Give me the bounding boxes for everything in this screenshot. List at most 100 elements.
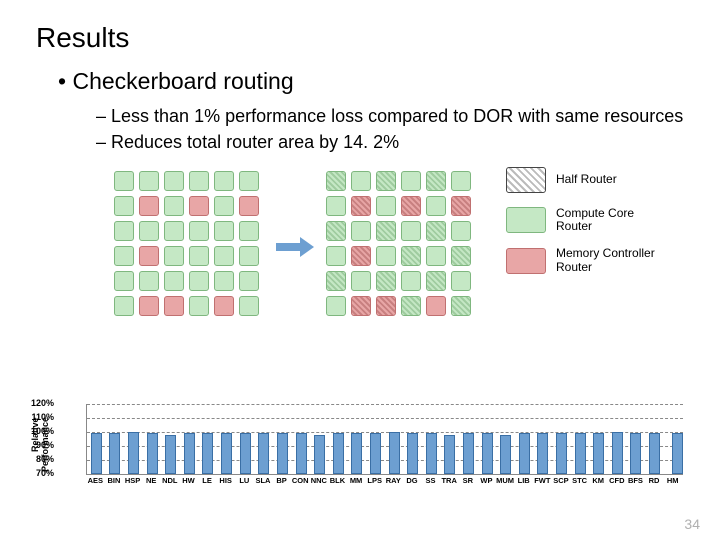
bullet-sub-1: Reduces total router area by 14. 2%: [96, 131, 684, 154]
grid-cell: [401, 196, 421, 216]
bar: [482, 433, 493, 474]
x-tick: LU: [235, 476, 254, 485]
grid-cell: [426, 271, 446, 291]
legend-label: Half Router: [556, 173, 617, 186]
grid-cell: [376, 271, 396, 291]
x-tick: BLK: [328, 476, 347, 485]
grid-cell: [326, 296, 346, 316]
grid-cell: [326, 196, 346, 216]
x-tick: SCP: [552, 476, 571, 485]
legend-swatch: [506, 167, 546, 193]
grid-cell: [376, 246, 396, 266]
x-tick: BP: [272, 476, 291, 485]
y-tick: 110%: [26, 412, 54, 422]
grid-cell: [451, 221, 471, 241]
bar: [351, 433, 362, 474]
bullet-sub-0: Less than 1% performance loss compared t…: [96, 105, 684, 128]
legend-swatch: [506, 248, 546, 274]
page-number: 34: [684, 516, 700, 532]
y-tick: 120%: [26, 398, 54, 408]
x-tick: AES: [86, 476, 105, 485]
bar: [407, 433, 418, 474]
bar: [370, 433, 381, 474]
grid-cell: [451, 271, 471, 291]
x-tick: NNC: [310, 476, 329, 485]
bullet-main: Checkerboard routing: [58, 68, 684, 95]
grid-cell: [214, 296, 234, 316]
grid-cell: [351, 196, 371, 216]
x-tick: WP: [477, 476, 496, 485]
grid-cell: [401, 221, 421, 241]
grid-cell: [114, 296, 134, 316]
grid-cell: [189, 171, 209, 191]
grid-cell: [351, 271, 371, 291]
x-tick: BIN: [105, 476, 124, 485]
grid-cell: [139, 196, 159, 216]
bar: [649, 433, 660, 474]
x-tick: SR: [459, 476, 478, 485]
grid-cell: [451, 296, 471, 316]
bar: [630, 433, 641, 474]
bar: [314, 435, 325, 474]
y-tick: 90%: [26, 440, 54, 450]
x-tick: FWT: [533, 476, 552, 485]
x-tick: TRA: [440, 476, 459, 485]
grid-cell: [451, 246, 471, 266]
bar: [556, 433, 567, 474]
bar: [333, 433, 344, 474]
x-tick: LE: [198, 476, 217, 485]
slide-title: Results: [36, 22, 684, 54]
x-tick: HSP: [123, 476, 142, 485]
bar: [147, 433, 158, 474]
x-tick: SLA: [254, 476, 273, 485]
grid-cell: [451, 171, 471, 191]
bar: [240, 433, 251, 474]
grid-cell: [451, 196, 471, 216]
x-ticks: AESBINHSPNENDLHWLEHISLUSLABPCONNNCBLKMML…: [86, 476, 682, 485]
bar: [672, 433, 683, 474]
x-tick: STC: [570, 476, 589, 485]
grid-cell: [351, 296, 371, 316]
grid-cell: [326, 221, 346, 241]
grid-cell: [401, 246, 421, 266]
bar: [593, 433, 604, 474]
legend-swatch: [506, 207, 546, 233]
x-tick: NE: [142, 476, 161, 485]
grid-cell: [189, 221, 209, 241]
legend-row: Memory ControllerRouter: [506, 247, 655, 273]
grid-cell: [189, 296, 209, 316]
grid-cell: [164, 271, 184, 291]
x-tick: LPS: [365, 476, 384, 485]
plot-area: [86, 404, 683, 475]
grid-cell: [401, 271, 421, 291]
bar: [426, 433, 437, 474]
grid-cell: [239, 221, 259, 241]
x-tick: RAY: [384, 476, 403, 485]
grid-cell: [189, 196, 209, 216]
grid-cell: [114, 196, 134, 216]
bar: [109, 433, 120, 474]
x-tick: MUM: [496, 476, 515, 485]
x-tick: DG: [403, 476, 422, 485]
grid-cell: [239, 271, 259, 291]
grid-cell: [214, 196, 234, 216]
grid-cell: [139, 271, 159, 291]
bar: [296, 433, 307, 474]
x-tick: NDL: [161, 476, 180, 485]
router-diagram: Half Router Compute CoreRouter Memory Cont…: [106, 167, 684, 335]
y-tick: 100%: [26, 426, 54, 436]
grid-cell: [326, 271, 346, 291]
grid-cell: [214, 271, 234, 291]
bar: [202, 433, 213, 474]
grid-cell: [351, 246, 371, 266]
bar: [91, 433, 102, 474]
grid-cell: [376, 196, 396, 216]
grid-cell: [139, 171, 159, 191]
grid-cell: [164, 196, 184, 216]
grid-cell: [239, 246, 259, 266]
legend-label: Compute CoreRouter: [556, 207, 634, 233]
bar: [612, 432, 623, 474]
bar: [389, 432, 400, 474]
x-tick: BFS: [626, 476, 645, 485]
grid-cell: [164, 246, 184, 266]
